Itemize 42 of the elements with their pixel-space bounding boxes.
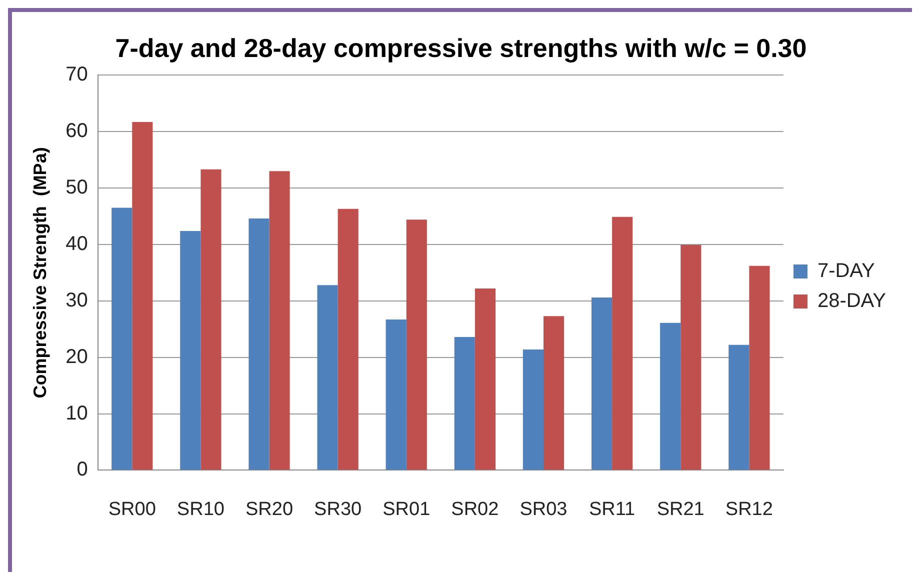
x-tick-label: SR00 xyxy=(108,498,156,520)
y-tick-label: 30 xyxy=(66,289,88,312)
y-tick-label: 50 xyxy=(66,176,88,199)
x-tick-label: SR02 xyxy=(451,498,499,520)
y-tick-label: 40 xyxy=(66,233,88,255)
bar xyxy=(406,220,427,470)
y-tick-label: 10 xyxy=(66,402,88,424)
bar xyxy=(612,216,633,470)
chart-title: 7-day and 28-day compressive strengths with w/c = 0.30 xyxy=(115,32,807,63)
bar xyxy=(454,337,475,470)
bar xyxy=(749,266,770,470)
x-tick-label: SR12 xyxy=(725,498,773,520)
legend-label: 28-DAY xyxy=(817,290,886,312)
bar xyxy=(386,320,406,470)
x-tick-label: SR01 xyxy=(382,498,430,520)
bar xyxy=(338,208,358,470)
x-tick-label: SR11 xyxy=(588,498,636,520)
bar xyxy=(474,288,496,470)
bar xyxy=(728,344,750,470)
bar xyxy=(248,218,270,470)
x-tick-label: SR21 xyxy=(656,498,704,520)
bar xyxy=(680,245,702,470)
bar xyxy=(522,349,544,470)
y-tick-label: 60 xyxy=(66,120,88,142)
x-tick-label: SR20 xyxy=(245,498,294,520)
y-tick-label: 70 xyxy=(66,64,88,86)
bar xyxy=(660,322,681,470)
y-tick-label: 0 xyxy=(76,458,88,481)
bar xyxy=(132,122,153,470)
bar xyxy=(317,285,338,470)
bar xyxy=(180,230,201,470)
x-tick-label: SR30 xyxy=(314,498,362,520)
y-tick-label: 20 xyxy=(66,346,88,368)
x-tick-label: SR03 xyxy=(520,498,568,520)
bar xyxy=(269,171,290,470)
y-axis-title: Compressive Strength (MPa) xyxy=(30,147,50,398)
bar xyxy=(112,208,132,470)
legend-label: 7-DAY xyxy=(817,260,875,282)
bar xyxy=(591,298,612,470)
bar xyxy=(543,316,564,470)
bar xyxy=(200,169,222,470)
x-tick-label: SR10 xyxy=(176,498,224,520)
